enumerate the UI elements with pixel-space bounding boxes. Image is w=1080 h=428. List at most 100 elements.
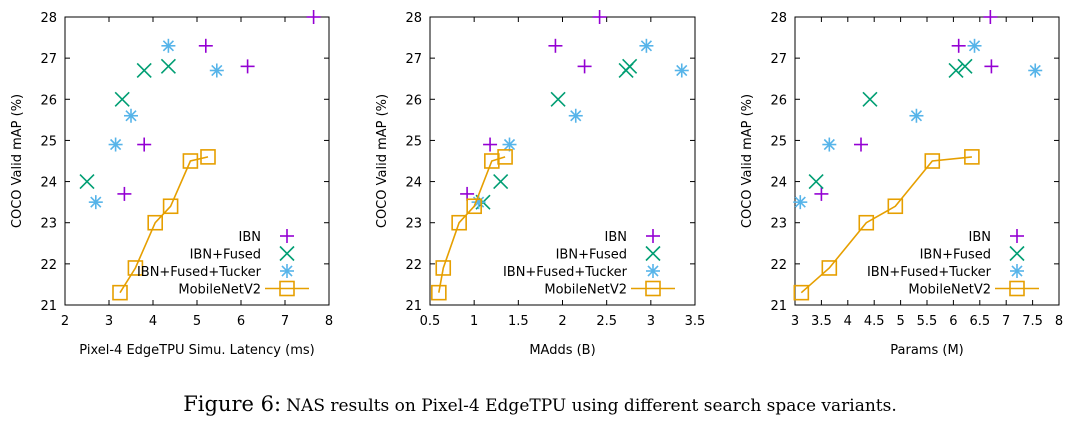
point-mobilenetv2 [200, 149, 216, 165]
x-tick-label: 5 [193, 314, 201, 329]
caption-text: NAS results on Pixel-4 EdgeTPU using dif… [286, 396, 897, 416]
point-ibn [984, 59, 999, 74]
x-axis-title: Pixel-4 EdgeTPU Simu. Latency (ms) [79, 343, 314, 358]
y-tick-label: 21 [405, 299, 422, 314]
point-mobilenetv2 [162, 198, 179, 215]
caption-label: Figure 6: [183, 392, 282, 416]
x-tick-label: 7.5 [1022, 314, 1043, 329]
point-mobilenetv2 [147, 214, 163, 231]
y-tick-label: 22 [770, 258, 787, 273]
x-tick-label: 1.5 [508, 314, 529, 329]
x-tick-label: 3.5 [811, 314, 832, 329]
point-ibn-fused-tucker [108, 137, 123, 152]
point-mobilenetv2 [497, 149, 513, 165]
point-ibn [306, 10, 321, 24]
point-ibn-fused-tucker [967, 38, 982, 53]
x-tick-label: 2.5 [596, 314, 617, 329]
y-tick-label: 25 [770, 134, 787, 149]
legend-label-ibn: IBN [969, 230, 991, 245]
x-tick-label: 7 [281, 314, 289, 329]
chart-panel-2: 0.5 1 1.5 2 2.5 3 3.5 21 22 23 24 25 26 27 28 MAdds (B)… [375, 10, 705, 358]
y-tick-label: 22 [40, 258, 57, 273]
legend-marker-ibn [1010, 229, 1024, 243]
legend-label-mobilenetv2: MobileNetV2 [908, 283, 991, 298]
legend-label-ibn: IBN [239, 230, 261, 245]
point-ibn-fused [79, 174, 95, 190]
point-ibn-fused-tucker [793, 195, 808, 210]
x-tick-label: 4 [149, 314, 157, 329]
y-tick-label: 27 [405, 52, 422, 67]
legend-marker-ibn-fused [279, 245, 295, 262]
legend-marker-ibn-fused [1009, 245, 1025, 262]
series-line-mobilenetv2 [438, 156, 506, 293]
x-tick-label: 0.5 [420, 314, 441, 329]
legend-marker-ibn-fused-tucker [280, 264, 294, 278]
x-axis-title: Params (M) [890, 343, 963, 358]
point-ibn [240, 59, 255, 74]
y-tick-label: 28 [405, 11, 422, 26]
point-ibn [814, 186, 829, 201]
point-ibn [951, 38, 966, 53]
point-ibn-fused [160, 58, 176, 74]
point-ibn-fused [114, 91, 130, 107]
point-ibn [577, 59, 592, 74]
x-tick-label: 3 [647, 314, 655, 329]
point-mobilenetv2 [924, 153, 941, 169]
x-tick-label: 3.5 [685, 314, 706, 329]
y-tick-label: 24 [40, 176, 57, 191]
y-tick-label: 24 [770, 176, 787, 191]
y-tick-label: 24 [405, 176, 422, 191]
y-tick-label: 27 [770, 52, 787, 67]
x-tick-label: 4.5 [864, 314, 885, 329]
y-tick-label: 26 [405, 93, 422, 108]
point-ibn [483, 137, 498, 152]
y-tick-label: 21 [40, 299, 57, 314]
point-ibn-fused-tucker [639, 38, 654, 53]
y-tick-label: 28 [770, 11, 787, 26]
point-ibn-fused-tucker [88, 195, 103, 210]
x-tick-label: 3 [791, 314, 799, 329]
y-tick-label: 23 [40, 217, 57, 232]
x-tick-label: 7 [1002, 314, 1010, 329]
series-line-mobilenetv2 [119, 156, 209, 294]
x-tick-label: 6.5 [969, 314, 990, 329]
y-tick-label: 25 [40, 134, 57, 149]
legend-label-mobilenetv2: MobileNetV2 [178, 283, 261, 298]
x-tick-label: 6 [237, 314, 245, 329]
point-ibn-fused [493, 174, 509, 190]
point-mobilenetv2 [435, 260, 452, 276]
point-ibn-fused [957, 58, 973, 74]
legend-marker-ibn-fused-tucker [646, 264, 660, 278]
x-axis-title: MAdds (B) [529, 343, 595, 358]
point-ibn-fused-tucker [124, 108, 138, 123]
point-ibn [198, 38, 213, 53]
point-ibn-fused-tucker [568, 108, 583, 123]
legend-label-ibn-fused-tucker: IBN+Fused+Tucker [503, 265, 628, 280]
y-tick-label: 28 [40, 11, 57, 26]
point-ibn-fused-tucker [161, 38, 176, 53]
legend-label-ibn-fused: IBN+Fused [920, 248, 991, 263]
x-tick-label: 4 [844, 314, 852, 329]
x-tick-label: 6 [949, 314, 957, 329]
x-tick-label: 3 [105, 314, 113, 329]
point-mobilenetv2 [887, 198, 904, 215]
point-mobilenetv2 [793, 284, 810, 301]
point-ibn-fused [862, 91, 878, 107]
legend-marker-ibn [280, 229, 294, 243]
point-ibn-fused [550, 91, 566, 107]
x-tick-label: 8 [325, 314, 333, 329]
y-tick-label: 26 [40, 93, 57, 108]
legend-label-ibn-fused: IBN+Fused [190, 248, 261, 263]
point-ibn-fused [808, 174, 824, 190]
y-tick-label: 23 [405, 217, 422, 232]
y-tick-label: 25 [405, 134, 422, 149]
point-ibn-fused-tucker [822, 137, 837, 152]
point-mobilenetv2 [127, 260, 144, 276]
legend-marker-ibn-fused-tucker [1010, 264, 1024, 278]
point-mobilenetv2 [182, 153, 199, 169]
legend-marker-mobilenetv2 [645, 280, 661, 297]
point-ibn-fused [622, 58, 638, 74]
point-mobilenetv2 [964, 149, 980, 165]
point-mobilenetv2 [858, 214, 875, 231]
